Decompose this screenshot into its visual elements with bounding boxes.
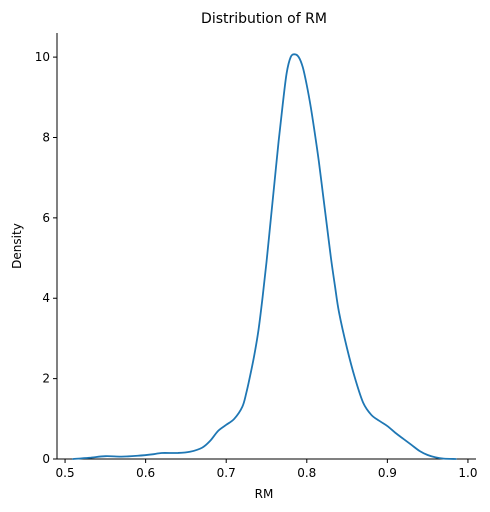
y-tick-label: 8 (42, 130, 50, 144)
x-tick-label: 0.7 (217, 466, 236, 480)
y-tick-label: 6 (42, 211, 50, 225)
x-tick-label: 0.6 (136, 466, 155, 480)
chart-title: Distribution of RM (201, 11, 327, 27)
x-axis-ticks: 0.5 0.6 0.7 0.8 0.9 1.0 (56, 459, 477, 480)
y-tick-label: 0 (42, 452, 50, 466)
plot-area: 0.5 0.6 0.7 0.8 0.9 1.0 0 2 4 6 8 10 (35, 33, 477, 480)
series-layer (72, 53, 457, 460)
x-tick-label: 0.5 (56, 466, 75, 480)
y-tick-label: 10 (35, 50, 50, 64)
x-axis-label: RM (255, 487, 274, 501)
x-tick-label: 0.8 (297, 466, 316, 480)
y-axis-label: Density (10, 223, 24, 269)
y-axis-ticks: 0 2 4 6 8 10 (35, 50, 57, 466)
density-curve (72, 53, 457, 460)
x-tick-label: 0.9 (378, 466, 397, 480)
x-tick-label: 1.0 (458, 466, 477, 480)
y-tick-label: 4 (42, 291, 50, 305)
y-tick-label: 2 (42, 372, 50, 386)
